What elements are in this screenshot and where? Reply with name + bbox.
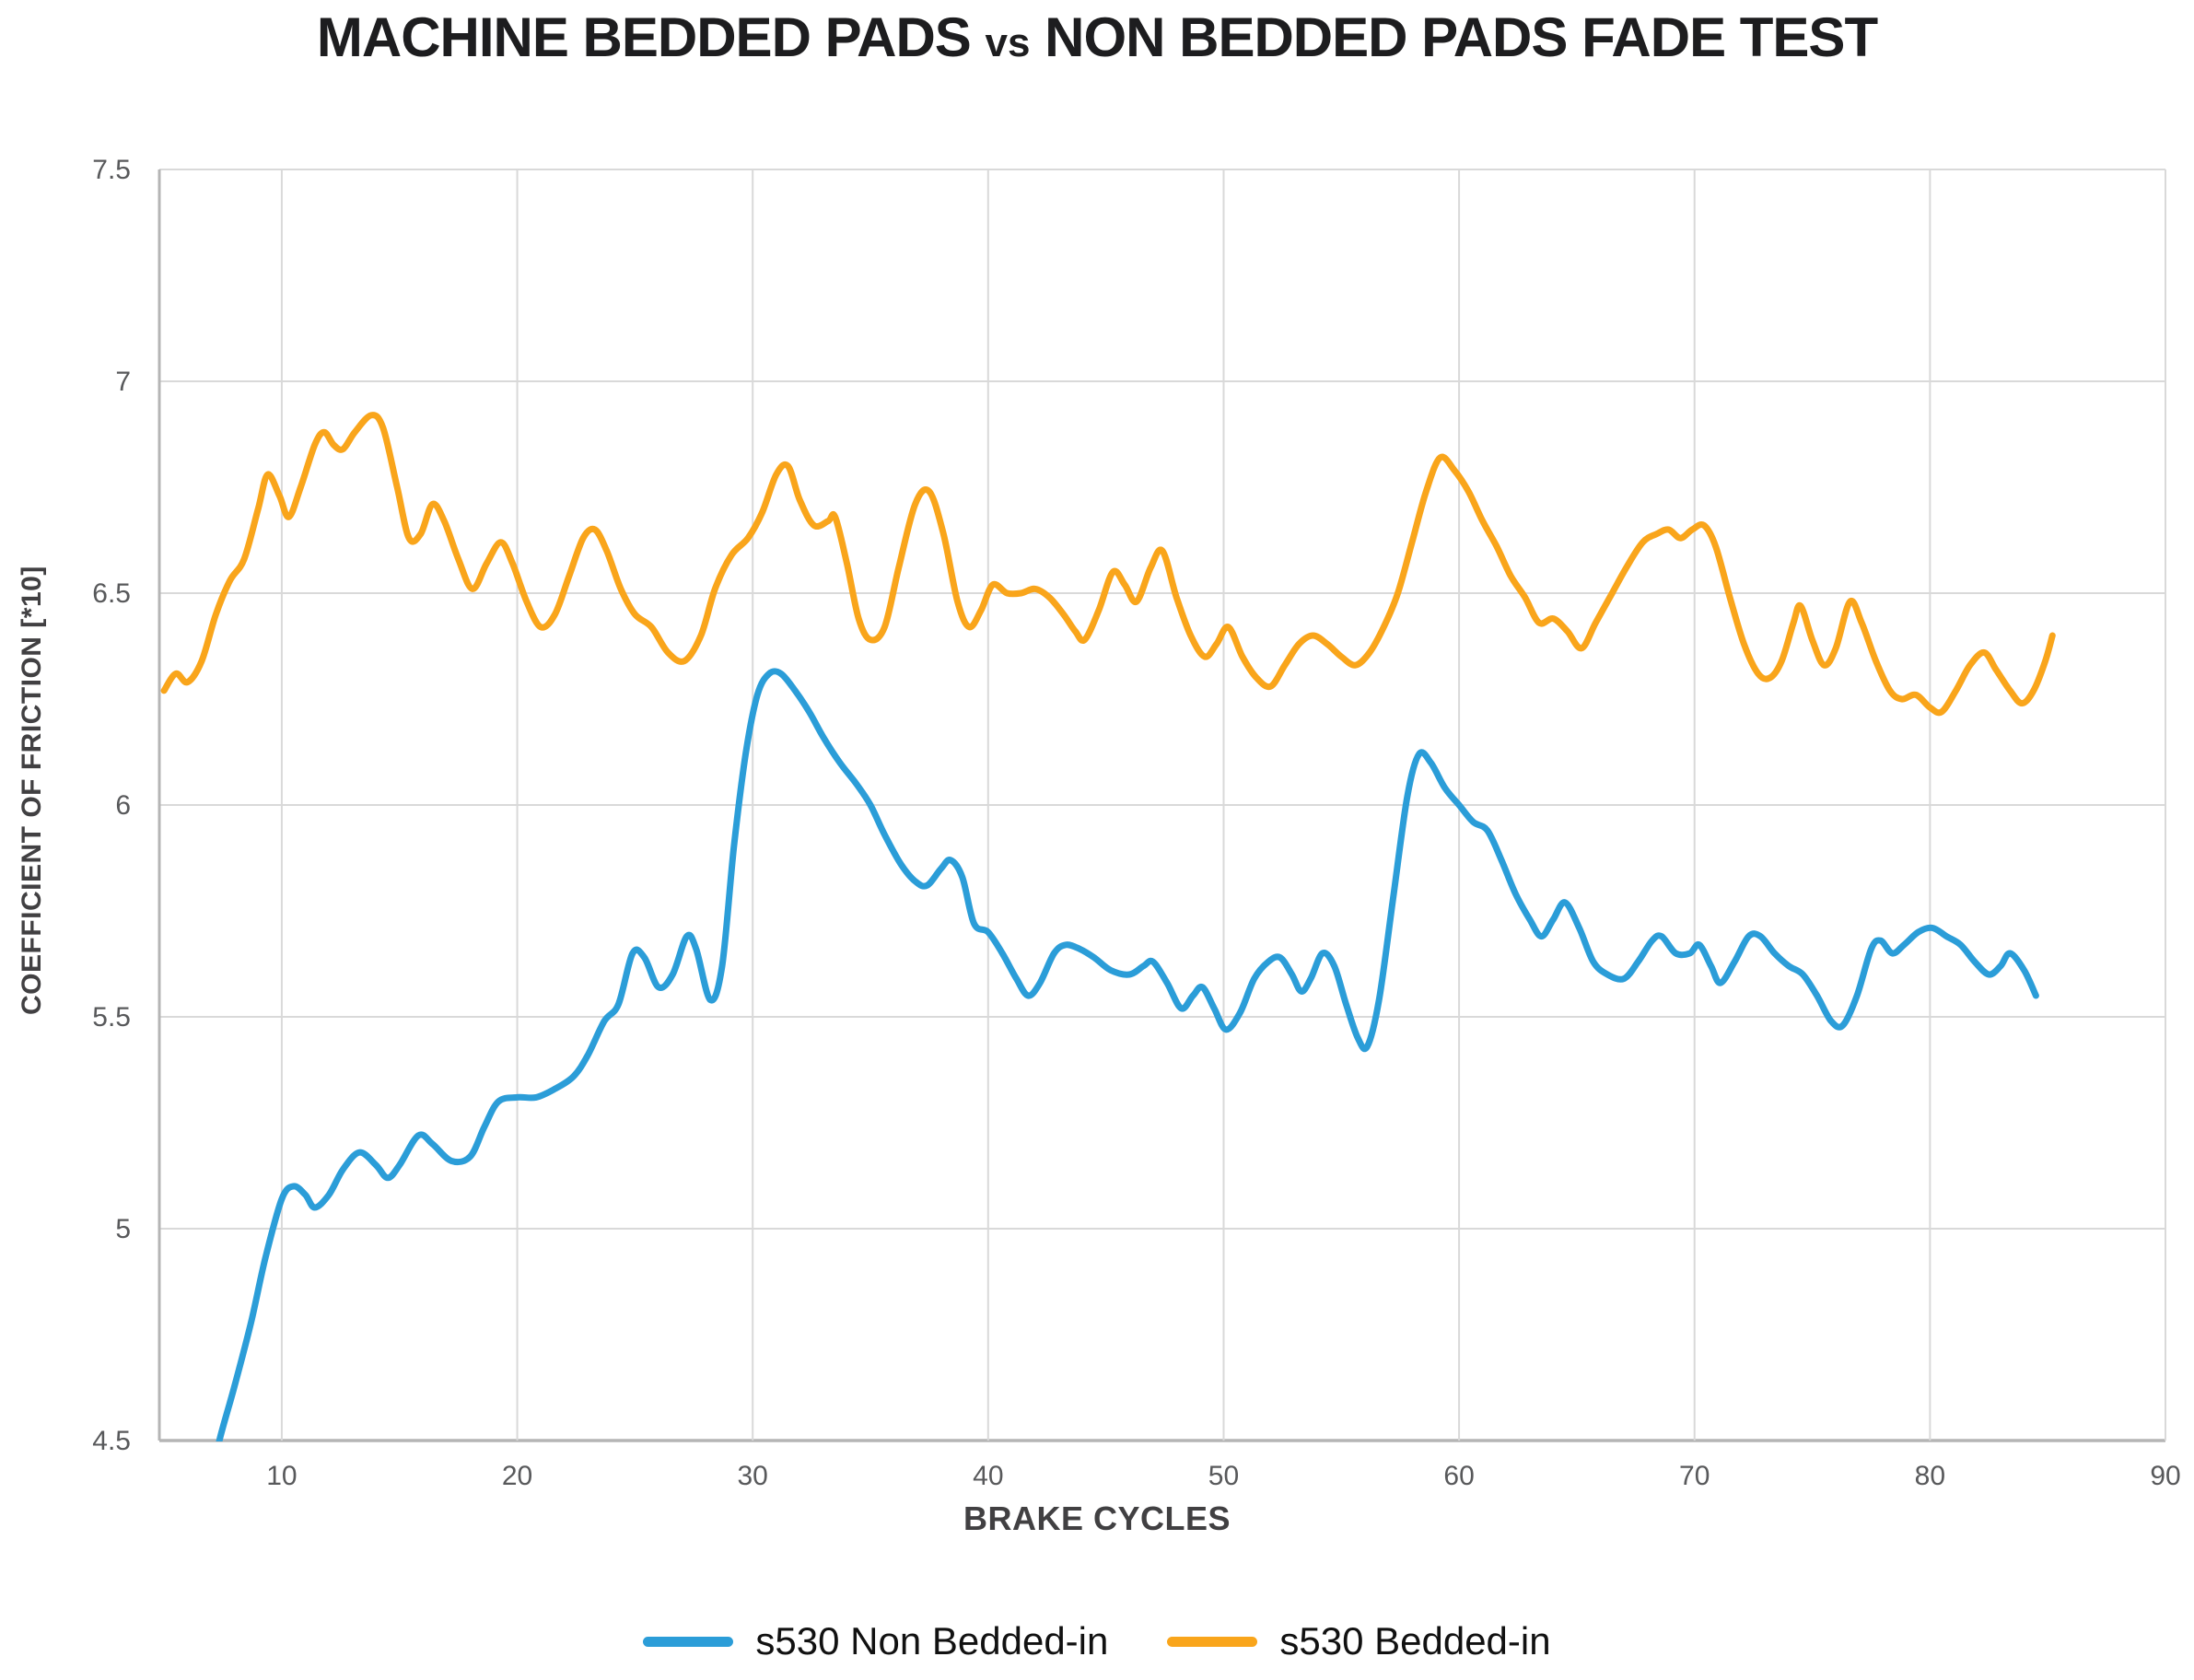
chart-title-part-2: NON BEDDED PADS FADE TEST: [1044, 6, 1878, 68]
x-tick-label: 10: [266, 1461, 297, 1491]
chart-legend: s530 Non Bedded-in s530 Bedded-in: [0, 1619, 2194, 1663]
y-tick-label: 4.5: [92, 1426, 131, 1456]
x-axis-title: BRAKE CYCLES: [963, 1499, 1231, 1537]
y-tick-label: 6: [115, 790, 131, 821]
y-tick-label: 5.5: [92, 1002, 131, 1032]
chart-title-separator: vs: [985, 20, 1031, 65]
x-tick-label: 30: [738, 1461, 768, 1491]
x-tick-label: 20: [502, 1461, 532, 1491]
x-tick-label: 40: [973, 1461, 1003, 1491]
x-tick-label: 80: [1915, 1461, 1945, 1491]
y-tick-label: 7.5: [92, 155, 131, 185]
y-tick-label: 6.5: [92, 578, 131, 609]
series-line-non-bedded: [216, 668, 2039, 1441]
x-tick-label: 50: [1208, 1461, 1239, 1491]
x-tick-label: 60: [1443, 1461, 1474, 1491]
legend-label-non-bedded: s530 Non Bedded-in: [755, 1619, 1109, 1662]
non-bedded-line-swatch-icon: [643, 1636, 734, 1647]
chart-title: MACHINE BEDDED PADS vs NON BEDDED PADS F…: [0, 6, 2194, 69]
legend-label-bedded: s530 Bedded-in: [1279, 1619, 1551, 1662]
series-line-bedded: [160, 412, 2056, 717]
x-tick-label: 90: [2150, 1461, 2180, 1491]
chart-title-part-1: MACHINE BEDDED PADS: [316, 6, 972, 68]
y-tick-label: 5: [115, 1214, 131, 1244]
legend-item-non-bedded[interactable]: s530 Non Bedded-in: [643, 1619, 1108, 1663]
x-tick-label: 70: [1679, 1461, 1710, 1491]
bedded-line-swatch-icon: [1167, 1636, 1258, 1647]
legend-item-bedded[interactable]: s530 Bedded-in: [1167, 1619, 1551, 1663]
y-tick-label: 7: [115, 367, 131, 397]
